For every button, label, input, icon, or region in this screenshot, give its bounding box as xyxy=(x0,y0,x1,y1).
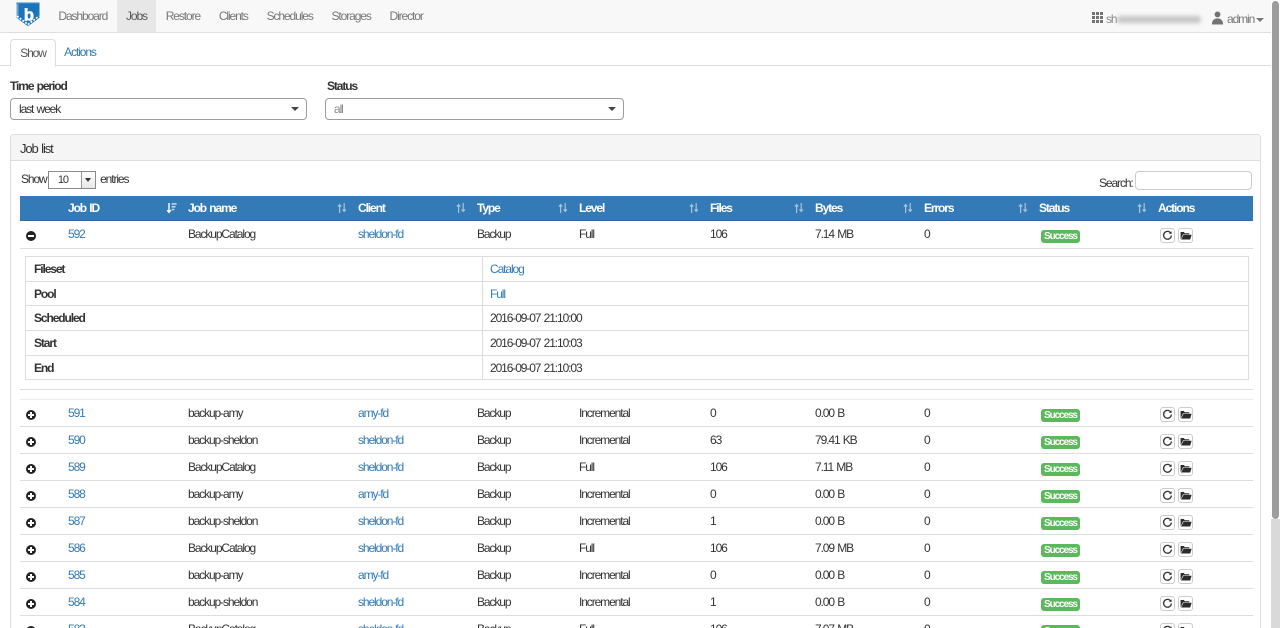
svg-text:b: b xyxy=(24,7,34,25)
